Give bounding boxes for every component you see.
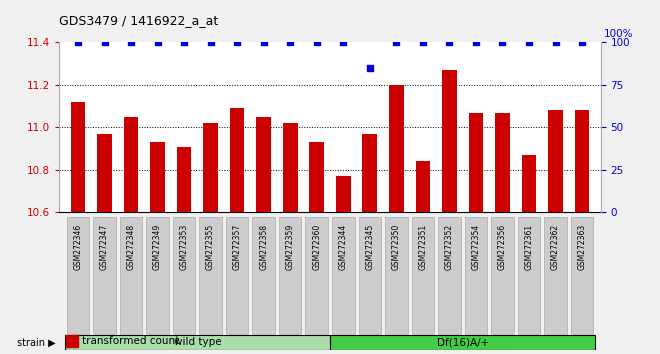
Bar xyxy=(97,134,112,212)
Bar xyxy=(330,335,595,350)
Bar xyxy=(336,176,350,212)
Point xyxy=(444,40,455,45)
FancyBboxPatch shape xyxy=(279,217,302,334)
Text: GSM272361: GSM272361 xyxy=(525,224,533,270)
Bar xyxy=(256,117,271,212)
Point xyxy=(232,40,242,45)
Text: GSM272346: GSM272346 xyxy=(73,224,82,270)
Text: 100%: 100% xyxy=(604,29,634,39)
Point xyxy=(179,40,189,45)
Text: GSM272356: GSM272356 xyxy=(498,224,507,270)
Bar xyxy=(442,70,457,212)
Bar xyxy=(123,117,139,212)
Text: GSM272345: GSM272345 xyxy=(365,224,374,270)
Text: GSM272349: GSM272349 xyxy=(153,224,162,270)
Text: GSM272362: GSM272362 xyxy=(551,224,560,270)
Point xyxy=(364,65,375,71)
Text: GSM272359: GSM272359 xyxy=(286,224,295,270)
Text: GSM272363: GSM272363 xyxy=(578,224,587,270)
Point xyxy=(205,40,216,45)
Point xyxy=(418,40,428,45)
Bar xyxy=(66,335,78,347)
Point xyxy=(523,40,534,45)
FancyBboxPatch shape xyxy=(252,217,275,334)
FancyBboxPatch shape xyxy=(67,217,89,334)
Text: strain ▶: strain ▶ xyxy=(17,337,56,348)
Bar xyxy=(177,147,191,212)
Text: GSM272357: GSM272357 xyxy=(232,224,242,270)
Point xyxy=(471,40,481,45)
FancyBboxPatch shape xyxy=(385,217,408,334)
FancyBboxPatch shape xyxy=(173,217,195,334)
Point xyxy=(73,40,83,45)
Bar xyxy=(521,155,537,212)
FancyBboxPatch shape xyxy=(571,217,593,334)
Bar xyxy=(389,85,404,212)
Point xyxy=(391,40,401,45)
Text: GSM272344: GSM272344 xyxy=(339,224,348,270)
Bar xyxy=(495,113,510,212)
Text: GSM272347: GSM272347 xyxy=(100,224,109,270)
Bar xyxy=(310,142,324,212)
Point xyxy=(550,40,561,45)
FancyBboxPatch shape xyxy=(491,217,513,334)
Text: wild type: wild type xyxy=(174,337,221,348)
FancyBboxPatch shape xyxy=(119,217,143,334)
FancyBboxPatch shape xyxy=(93,217,115,334)
FancyBboxPatch shape xyxy=(358,217,381,334)
Bar xyxy=(283,123,298,212)
Text: transformed count: transformed count xyxy=(82,336,180,346)
Text: GSM272354: GSM272354 xyxy=(471,224,480,270)
FancyBboxPatch shape xyxy=(332,217,354,334)
Bar xyxy=(230,108,244,212)
Bar xyxy=(416,161,430,212)
Point xyxy=(259,40,269,45)
Point xyxy=(126,40,137,45)
Text: GSM272352: GSM272352 xyxy=(445,224,454,270)
Text: GSM272351: GSM272351 xyxy=(418,224,428,270)
FancyBboxPatch shape xyxy=(147,217,169,334)
Bar xyxy=(65,335,330,350)
Bar xyxy=(71,102,85,212)
Text: GSM272360: GSM272360 xyxy=(312,224,321,270)
Bar xyxy=(150,142,165,212)
Point xyxy=(152,40,163,45)
Bar xyxy=(203,123,218,212)
FancyBboxPatch shape xyxy=(517,217,541,334)
Point xyxy=(497,40,508,45)
FancyBboxPatch shape xyxy=(226,217,248,334)
Point xyxy=(577,40,587,45)
Text: GSM272350: GSM272350 xyxy=(392,224,401,270)
Point xyxy=(312,40,322,45)
Text: GSM272348: GSM272348 xyxy=(127,224,135,270)
Point xyxy=(285,40,296,45)
FancyBboxPatch shape xyxy=(544,217,567,334)
Point xyxy=(338,40,348,45)
FancyBboxPatch shape xyxy=(199,217,222,334)
Bar xyxy=(548,110,563,212)
Text: GDS3479 / 1416922_a_at: GDS3479 / 1416922_a_at xyxy=(59,14,218,27)
Text: GSM272355: GSM272355 xyxy=(206,224,215,270)
Point xyxy=(99,40,110,45)
Text: GSM272353: GSM272353 xyxy=(180,224,189,270)
Bar xyxy=(362,134,377,212)
Bar xyxy=(575,110,589,212)
FancyBboxPatch shape xyxy=(412,217,434,334)
Text: GSM272358: GSM272358 xyxy=(259,224,268,270)
Text: Df(16)A/+: Df(16)A/+ xyxy=(436,337,489,348)
Bar xyxy=(469,113,483,212)
FancyBboxPatch shape xyxy=(465,217,487,334)
FancyBboxPatch shape xyxy=(438,217,461,334)
FancyBboxPatch shape xyxy=(306,217,328,334)
